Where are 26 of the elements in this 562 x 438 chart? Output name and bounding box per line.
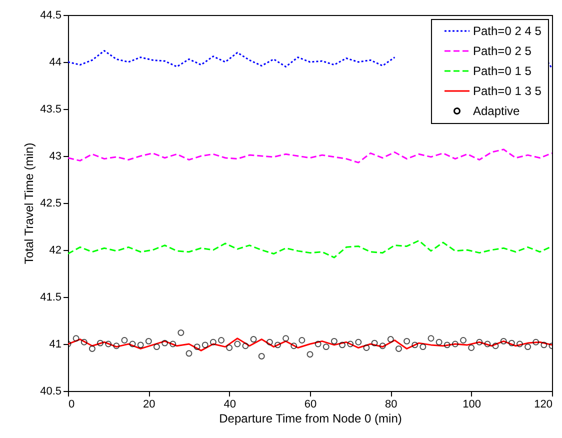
y-tick-label: 43 <box>49 150 62 162</box>
legend-label: Path=0 1 5 <box>473 64 532 78</box>
y-tick-label: 42.5 <box>40 198 62 210</box>
legend-label: Adaptive <box>473 104 520 118</box>
x-tick-label: 0 <box>68 398 75 410</box>
y-tick-label: 44 <box>49 56 62 68</box>
line-series <box>68 148 552 164</box>
legend-label: Path=0 2 4 5 <box>473 24 542 38</box>
x-axis-title: Departure Time from Node 0 (min) <box>219 412 402 426</box>
x-tick-label: 40 <box>224 398 236 410</box>
x-tick-label: 100 <box>462 398 482 410</box>
y-tick-label: 42 <box>49 244 62 256</box>
y-tick-label: 40.5 <box>40 386 62 398</box>
y-tick-label: 44.5 <box>40 10 62 22</box>
y-tick-label: 41.5 <box>40 292 62 304</box>
x-tick-label: 80 <box>385 398 398 410</box>
x-tick-label: 20 <box>143 398 156 410</box>
legend-label: Path=0 2 5 <box>473 44 532 58</box>
x-tick-label: 120 <box>534 398 552 410</box>
y-axis-title: Total Travel Time (min) <box>22 142 36 264</box>
line-series <box>68 240 552 258</box>
y-tick-label: 41 <box>49 338 62 350</box>
legend-label: Path=0 1 3 5 <box>473 84 542 98</box>
y-tick-label: 43.5 <box>40 104 62 116</box>
line-series <box>68 338 552 352</box>
x-tick-label: 60 <box>304 398 317 410</box>
